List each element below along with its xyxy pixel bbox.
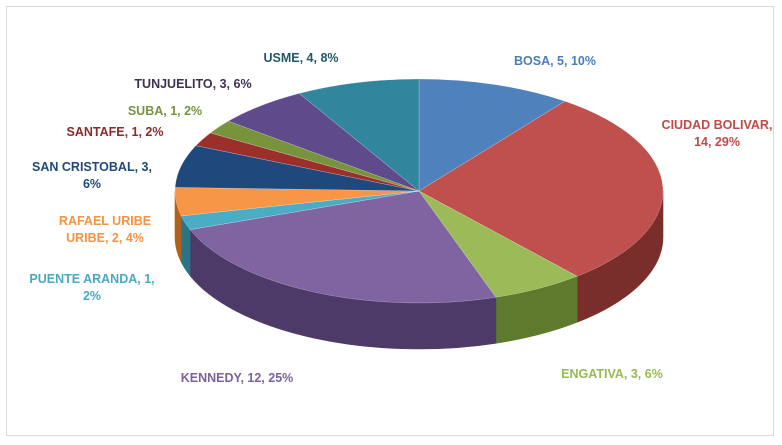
data-label-rafael-uribe-uribe: RAFAEL URIBE URIBE, 2, 4%	[59, 214, 151, 245]
data-label-usme: USME, 4, 8%	[263, 51, 338, 65]
data-label-kennedy: KENNEDY, 12, 25%	[181, 371, 294, 385]
pie-slice-kennedy	[189, 190, 497, 304]
data-label-santafe: SANTAFE, 1, 2%	[66, 125, 163, 139]
data-label-bosa: BOSA, 5, 10%	[514, 54, 596, 68]
pie-top	[174, 78, 664, 304]
data-label-engativa: ENGATIVA, 3, 6%	[561, 367, 663, 381]
data-label-suba: SUBA, 1, 2%	[128, 104, 202, 118]
pie-slice-usme	[298, 78, 420, 192]
pie-chart: BOSA, 5, 10% CIUDAD BOLIVAR, 14, 29% ENGATI…	[29, 51, 772, 385]
pie-labels: BOSA, 5, 10% CIUDAD BOLIVAR, 14, 29% ENGATI…	[29, 51, 772, 385]
data-label-tunjuelito: TUNJUELITO, 3, 6%	[134, 77, 251, 91]
pie-sides	[174, 190, 664, 350]
data-label-san-cristobal: SAN CRISTOBAL, 3, 6%	[32, 160, 152, 191]
pie-slice-ciudad-bolivar	[418, 101, 664, 277]
data-label-puente-aranda: PUENTE ARANDA, 1, 2%	[29, 272, 154, 303]
pie-slice-bosa	[418, 78, 566, 192]
data-label-ciudad-bolivar: CIUDAD BOLIVAR, 14, 29%	[662, 118, 773, 149]
chart-area: BOSA, 5, 10% CIUDAD BOLIVAR, 14, 29% ENGATI…	[6, 6, 774, 436]
